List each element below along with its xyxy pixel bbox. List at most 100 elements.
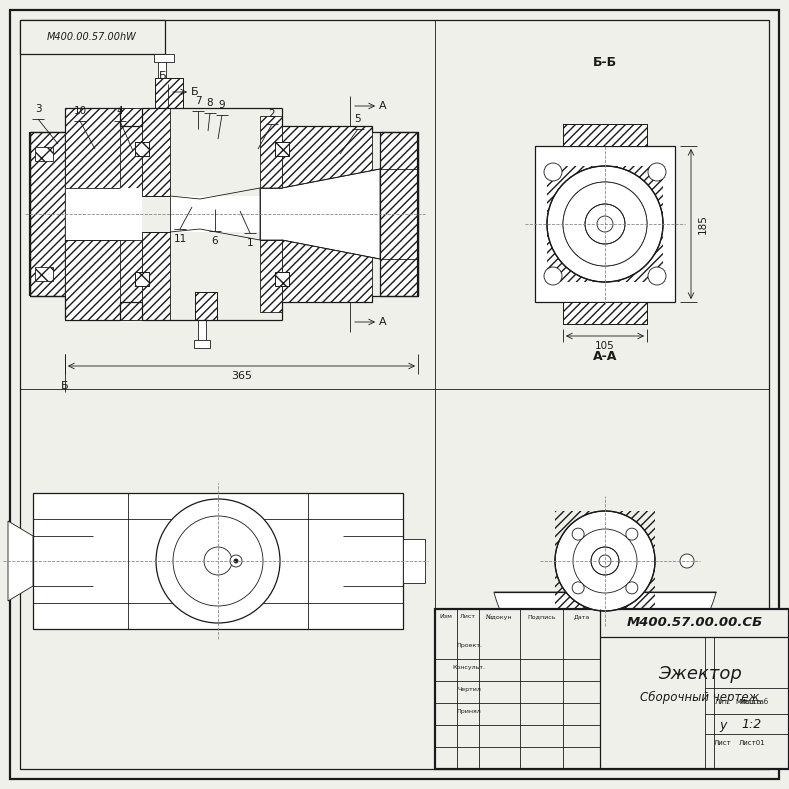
Bar bbox=[547, 166, 663, 282]
Text: 1:2: 1:2 bbox=[742, 719, 762, 731]
Bar bbox=[170, 196, 260, 232]
Bar bbox=[195, 292, 217, 320]
Bar bbox=[435, 609, 789, 769]
Circle shape bbox=[544, 163, 562, 181]
Bar bbox=[591, 547, 619, 575]
Text: 2: 2 bbox=[269, 109, 275, 119]
Bar bbox=[282, 240, 372, 302]
Text: Эжектор: Эжектор bbox=[657, 665, 742, 683]
Text: А: А bbox=[380, 101, 387, 111]
Circle shape bbox=[555, 511, 655, 611]
Text: Чертил: Чертил bbox=[457, 686, 481, 691]
Bar bbox=[33, 493, 403, 629]
Circle shape bbox=[156, 499, 280, 623]
Bar bbox=[30, 132, 65, 296]
Text: №докун: №докун bbox=[486, 614, 513, 620]
Text: 365: 365 bbox=[231, 371, 252, 381]
Text: Изм: Изм bbox=[439, 615, 452, 619]
Bar bbox=[30, 132, 65, 296]
Text: 4: 4 bbox=[117, 106, 123, 116]
Text: 3: 3 bbox=[35, 104, 41, 114]
Circle shape bbox=[626, 528, 638, 540]
Polygon shape bbox=[494, 592, 716, 681]
Bar bbox=[275, 272, 289, 286]
Bar bbox=[135, 142, 149, 156]
Circle shape bbox=[234, 559, 238, 563]
Bar bbox=[563, 124, 647, 146]
Text: у: у bbox=[720, 719, 727, 731]
Bar bbox=[282, 126, 372, 188]
Bar bbox=[135, 272, 149, 286]
Circle shape bbox=[230, 555, 242, 567]
Circle shape bbox=[680, 554, 694, 568]
Circle shape bbox=[572, 528, 584, 540]
Bar bbox=[555, 511, 655, 611]
Bar bbox=[135, 272, 149, 286]
Bar bbox=[260, 116, 282, 188]
Text: Б: Б bbox=[159, 71, 166, 81]
Circle shape bbox=[572, 581, 584, 594]
Text: Б: Б bbox=[62, 381, 69, 391]
Bar bbox=[158, 60, 166, 78]
Polygon shape bbox=[260, 169, 380, 259]
Bar bbox=[120, 240, 142, 320]
Bar bbox=[142, 108, 170, 196]
Bar bbox=[154, 54, 174, 62]
Bar bbox=[65, 188, 142, 240]
Text: Лит.: Лит. bbox=[715, 699, 731, 705]
Text: 8: 8 bbox=[207, 98, 213, 108]
Circle shape bbox=[599, 555, 611, 567]
Bar bbox=[380, 132, 418, 296]
Text: А: А bbox=[380, 317, 387, 327]
Text: Лист01: Лист01 bbox=[739, 740, 765, 746]
Text: 1: 1 bbox=[247, 238, 253, 248]
Polygon shape bbox=[8, 521, 33, 601]
Circle shape bbox=[591, 547, 619, 575]
Text: Масса: Масса bbox=[740, 699, 762, 705]
Text: 10: 10 bbox=[73, 106, 87, 116]
Circle shape bbox=[648, 163, 666, 181]
Text: Лист: Лист bbox=[460, 615, 476, 619]
Text: 7: 7 bbox=[195, 96, 201, 106]
Text: 105: 105 bbox=[595, 341, 615, 351]
Text: 9: 9 bbox=[219, 100, 226, 110]
Circle shape bbox=[648, 267, 666, 285]
Text: Б-Б: Б-Б bbox=[593, 55, 617, 69]
Bar bbox=[563, 302, 647, 324]
Bar bbox=[194, 340, 210, 348]
Circle shape bbox=[597, 216, 613, 232]
Bar bbox=[275, 142, 289, 156]
Circle shape bbox=[547, 166, 663, 282]
Text: Б: Б bbox=[191, 87, 199, 97]
Text: Лист: Лист bbox=[714, 740, 732, 746]
Circle shape bbox=[573, 529, 637, 593]
Bar bbox=[275, 142, 289, 156]
Text: М400.00.57.00hW: М400.00.57.00hW bbox=[47, 32, 136, 42]
Bar bbox=[260, 240, 282, 312]
Text: Масштаб: Масштаб bbox=[735, 699, 768, 705]
Bar bbox=[35, 267, 53, 281]
Circle shape bbox=[204, 547, 232, 575]
Bar bbox=[135, 142, 149, 156]
Bar bbox=[563, 302, 647, 324]
Bar bbox=[65, 108, 135, 188]
Bar bbox=[65, 240, 135, 320]
Bar bbox=[35, 147, 53, 161]
Text: Подпись: Подпись bbox=[527, 615, 555, 619]
Circle shape bbox=[626, 581, 638, 594]
Circle shape bbox=[173, 516, 263, 606]
Circle shape bbox=[563, 182, 647, 266]
Circle shape bbox=[585, 204, 625, 244]
Text: Принял: Принял bbox=[457, 709, 481, 713]
Bar bbox=[155, 78, 183, 108]
Bar bbox=[535, 146, 675, 302]
Bar bbox=[195, 292, 217, 320]
Text: Сборочный чертеж: Сборочный чертеж bbox=[640, 690, 759, 704]
Text: Консульт.: Консульт. bbox=[453, 664, 485, 670]
Text: 6: 6 bbox=[211, 236, 219, 246]
Text: Дата: Дата bbox=[574, 615, 589, 619]
Text: 185: 185 bbox=[698, 214, 708, 234]
Bar bbox=[585, 204, 625, 244]
Text: А-А: А-А bbox=[593, 350, 617, 362]
Bar bbox=[120, 108, 142, 188]
